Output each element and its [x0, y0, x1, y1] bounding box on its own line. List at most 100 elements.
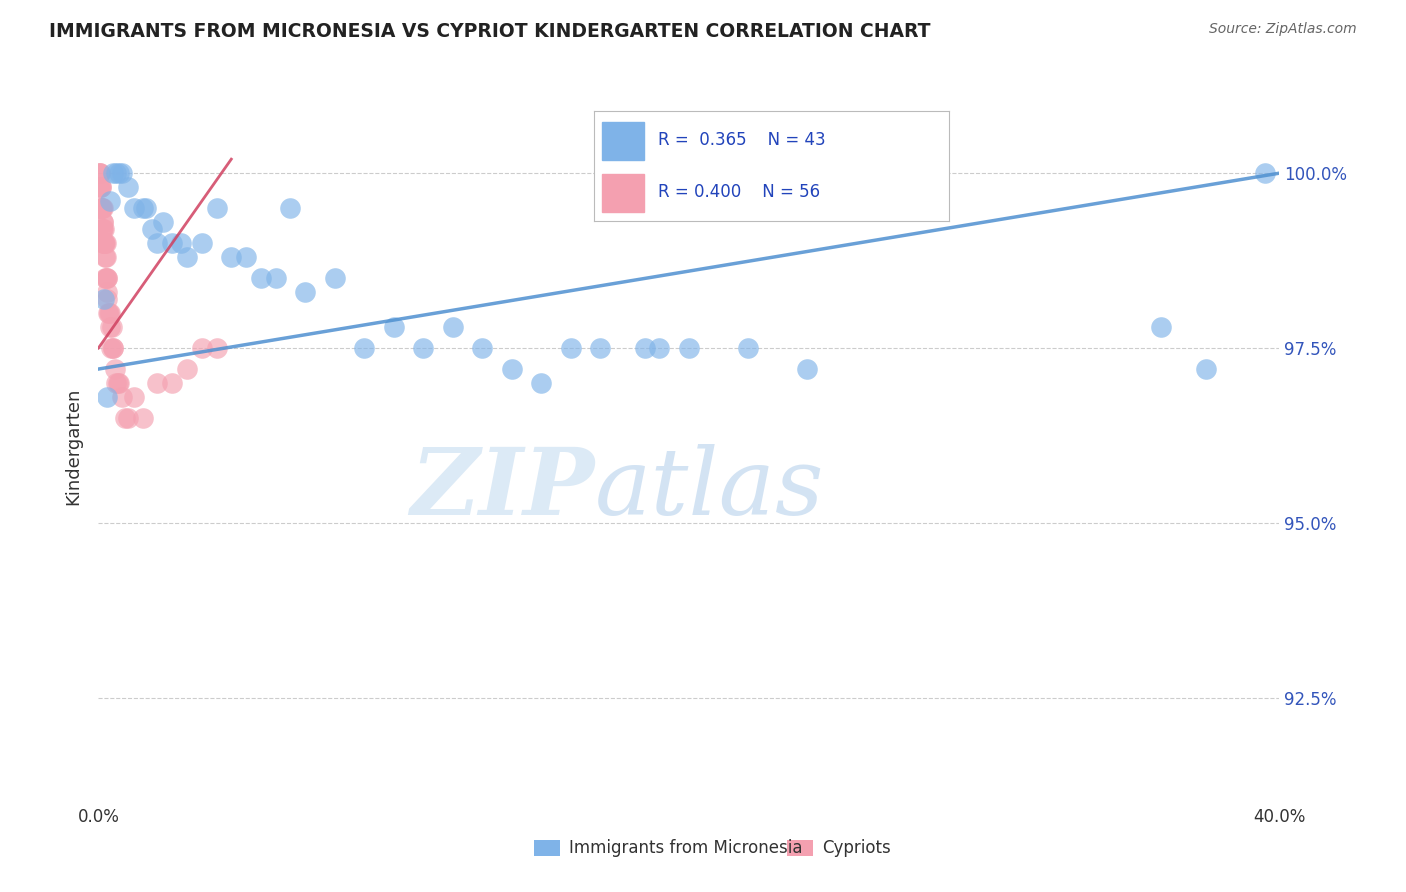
Point	[170, 236, 193, 251]
Point	[91, 236, 114, 251]
Point	[589, 341, 612, 355]
Point	[162, 376, 183, 390]
Point	[94, 271, 117, 285]
Point	[89, 166, 111, 180]
Point	[737, 341, 759, 355]
Point	[235, 250, 257, 264]
Point	[108, 166, 131, 180]
Point	[93, 215, 115, 229]
Point	[412, 341, 434, 355]
Point	[146, 236, 169, 251]
Point	[176, 362, 198, 376]
Point	[152, 215, 174, 229]
Point	[103, 166, 125, 180]
Point	[93, 250, 115, 264]
Point	[135, 201, 157, 215]
Point	[91, 222, 114, 236]
Point	[107, 376, 129, 390]
Point	[648, 341, 671, 355]
Point	[205, 341, 228, 355]
Point	[122, 201, 145, 215]
Point	[111, 390, 134, 404]
Point	[796, 362, 818, 376]
Text: Source: ZipAtlas.com: Source: ZipAtlas.com	[1209, 22, 1357, 37]
Point	[141, 222, 163, 236]
Point	[93, 222, 115, 236]
Point	[94, 236, 117, 251]
Point	[1150, 320, 1173, 334]
Point	[441, 320, 464, 334]
Point	[100, 341, 122, 355]
Point	[221, 250, 243, 264]
Point	[264, 271, 287, 285]
Point	[91, 222, 114, 236]
Point	[87, 180, 110, 194]
Point	[96, 250, 118, 264]
Point	[98, 194, 121, 208]
Point	[191, 236, 214, 251]
Point	[96, 285, 118, 299]
Text: Cypriots: Cypriots	[823, 839, 891, 857]
Point	[93, 236, 115, 251]
Point	[280, 201, 302, 215]
Point	[90, 201, 112, 215]
Point	[250, 271, 273, 285]
Point	[114, 411, 136, 425]
Point	[94, 236, 117, 251]
Point	[90, 201, 112, 215]
Point	[103, 341, 125, 355]
Point	[471, 341, 494, 355]
Point	[353, 341, 375, 355]
Point	[117, 180, 139, 194]
Point	[205, 201, 228, 215]
Point	[1195, 362, 1218, 376]
Point	[1254, 166, 1277, 180]
Point	[191, 341, 214, 355]
Point	[294, 285, 316, 299]
Point	[530, 376, 553, 390]
Point	[678, 341, 700, 355]
Point	[100, 320, 122, 334]
Point	[97, 306, 120, 320]
Point	[132, 411, 155, 425]
Point	[89, 166, 111, 180]
Point	[91, 201, 114, 215]
Point	[93, 292, 115, 306]
Point	[146, 376, 169, 390]
Text: IMMIGRANTS FROM MICRONESIA VS CYPRIOT KINDERGARTEN CORRELATION CHART: IMMIGRANTS FROM MICRONESIA VS CYPRIOT KI…	[49, 22, 931, 41]
Point	[108, 376, 131, 390]
Text: Immigrants from Micronesia: Immigrants from Micronesia	[569, 839, 803, 857]
Point	[501, 362, 523, 376]
Point	[89, 201, 111, 215]
Point	[90, 180, 112, 194]
Point	[93, 236, 115, 251]
Point	[91, 201, 114, 215]
Point	[98, 320, 121, 334]
Point	[97, 306, 120, 320]
Point	[105, 166, 128, 180]
Point	[105, 376, 128, 390]
Text: ZIP: ZIP	[411, 444, 595, 533]
Point	[96, 271, 118, 285]
Point	[323, 271, 346, 285]
Point	[132, 201, 155, 215]
Point	[91, 215, 114, 229]
Text: atlas: atlas	[595, 444, 824, 533]
Point	[89, 166, 111, 180]
Point	[96, 390, 118, 404]
Point	[90, 201, 112, 215]
Point	[91, 222, 114, 236]
Point	[96, 271, 118, 285]
Y-axis label: Kindergarten: Kindergarten	[65, 387, 83, 505]
Point	[162, 236, 183, 251]
Point	[122, 390, 145, 404]
Point	[96, 292, 118, 306]
Point	[382, 320, 405, 334]
Point	[104, 362, 127, 376]
Point	[90, 180, 112, 194]
Point	[89, 180, 111, 194]
Point	[176, 250, 198, 264]
Point	[117, 411, 139, 425]
Point	[94, 271, 117, 285]
Point	[90, 201, 112, 215]
